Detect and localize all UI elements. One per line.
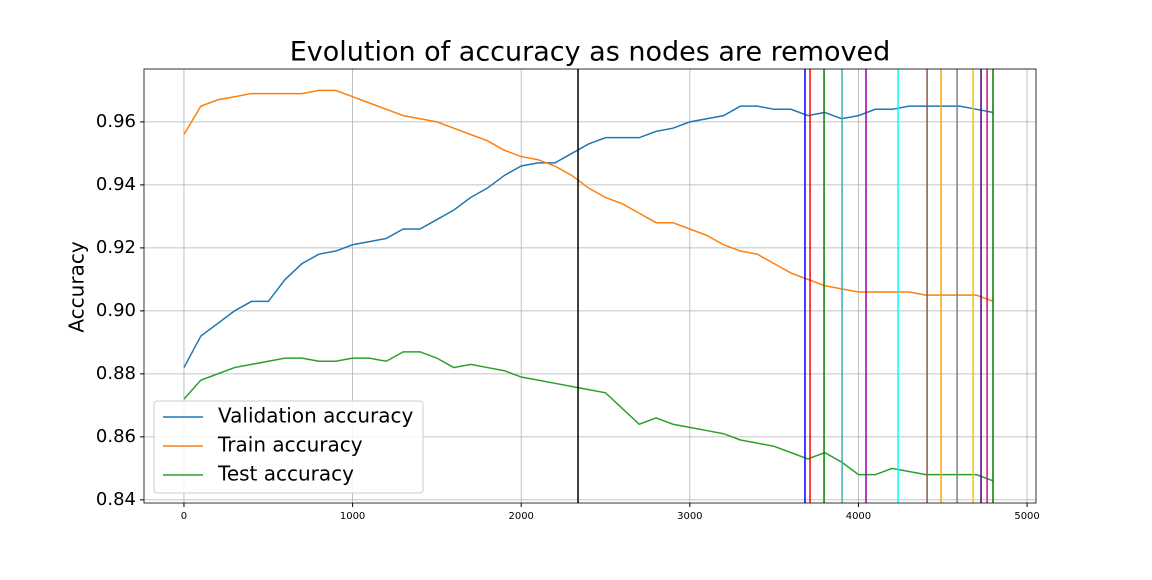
legend-label: Test accuracy [217,462,354,486]
y-tick-label: 0.84 [96,489,136,510]
y-tick-label: 0.88 [96,363,136,384]
data-line [183,89,994,303]
legend-label: Validation accuracy [218,404,414,428]
y-tick-label: 0.92 [96,237,136,258]
y-tick-label: 0.94 [96,174,136,195]
x-tick-label: 0 [181,511,187,522]
data-line [183,351,994,482]
legend-box [153,400,424,494]
y-tick-label: 0.86 [96,426,136,447]
y-axis-label: Accuracy [65,241,89,332]
x-tick-label: 5000 [1014,511,1039,522]
data-line [183,105,994,368]
x-tick-label: 3000 [677,511,702,522]
legend-label: Train accuracy [217,433,363,457]
plot-frame [143,68,1037,504]
x-tick-label: 1000 [340,511,365,522]
chart-title: Evolution of accuracy as nodes are remov… [290,37,891,68]
x-tick-label: 2000 [508,511,533,522]
x-tick-label: 4000 [846,511,871,522]
y-tick-label: 0.90 [96,300,136,321]
y-tick-label: 0.96 [96,111,136,132]
